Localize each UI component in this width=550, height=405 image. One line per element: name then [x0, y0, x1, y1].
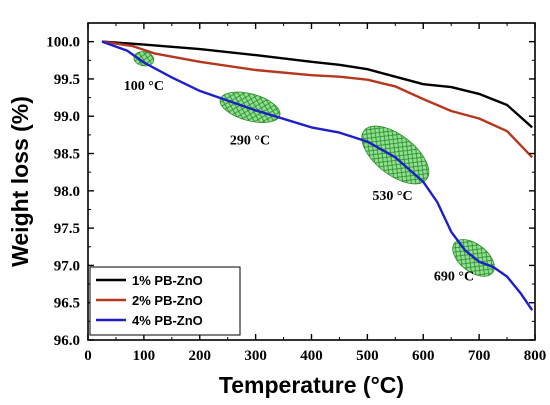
legend-label-2: 2% PB-ZnO	[132, 293, 203, 308]
legend: 1% PB-ZnO 2% PB-ZnO 4% PB-ZnO	[89, 266, 241, 336]
legend-label-3: 4% PB-ZnO	[132, 313, 203, 328]
y-tick-label-8: 100.0	[46, 35, 80, 51]
series-line-1	[101, 40, 533, 129]
x-tick-label-5: 500	[356, 348, 379, 364]
annotation-label-3: 530 °C	[372, 189, 412, 204]
x-tick-label-1: 100	[133, 348, 156, 364]
y-tick-label-2: 97.0	[54, 258, 80, 274]
y-tick-label-5: 98.5	[54, 147, 80, 163]
x-tick-label-0: 0	[84, 348, 92, 364]
x-tick-label-6: 600	[412, 348, 435, 364]
annotation-label-1: 100 °C	[124, 79, 164, 94]
annotation-label-2: 290 °C	[230, 134, 270, 149]
axes-layer: 0 100 200 300 400 500 600 700 800 96.0 96.5 97.0 97.…	[46, 22, 547, 364]
legend-label-1: 1% PB-ZnO	[132, 273, 203, 288]
y-tick-label-7: 99.5	[54, 72, 80, 88]
annotations-layer: 100 °C 290 °C 530 °C 690 °C	[124, 51, 495, 284]
y-axis-title: Weight loss (%)	[7, 96, 33, 267]
x-tick-label-8: 800	[524, 348, 547, 364]
series-layer	[101, 40, 534, 311]
y-tick-label-1: 96.5	[54, 296, 80, 312]
annotation-region-3	[361, 125, 430, 185]
x-axis-title: Temperature (°C)	[219, 372, 404, 398]
y-tick-label-4: 98.0	[54, 184, 80, 200]
x-tick-label-3: 300	[244, 348, 267, 364]
series-line-2	[101, 40, 534, 159]
y-tick-label-0: 96.0	[54, 333, 80, 349]
y-tick-label-6: 99.0	[54, 109, 80, 125]
annotation-label-4: 690 °C	[434, 269, 474, 284]
x-tick-label-2: 200	[189, 348, 212, 364]
x-tick-label-4: 400	[300, 348, 323, 364]
x-tick-label-7: 700	[468, 348, 491, 364]
series-line-3	[101, 40, 534, 311]
y-tick-label-3: 97.5	[54, 221, 80, 237]
annotation-region-1	[133, 51, 155, 67]
